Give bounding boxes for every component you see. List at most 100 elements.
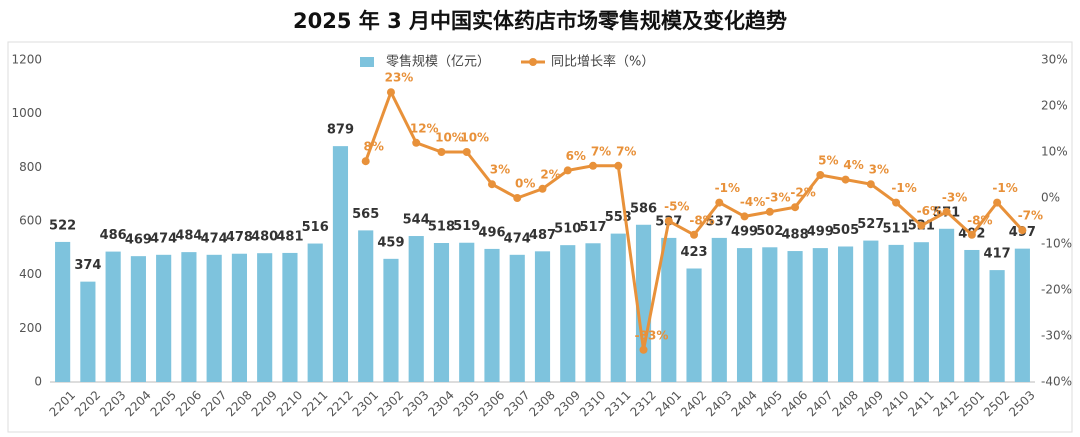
line-label: -1% [715, 181, 740, 195]
x-tick-label: 2212 [324, 388, 355, 419]
bar-label: 488 [781, 228, 808, 243]
bar [686, 268, 702, 382]
line-label: -6% [917, 204, 942, 218]
line-label: 5% [818, 154, 838, 168]
line-label: 7% [616, 144, 636, 158]
bar-label: 553 [605, 210, 632, 225]
x-tick-label: 2408 [829, 388, 860, 419]
bar [661, 237, 677, 382]
x-tick-label: 2411 [905, 388, 936, 419]
line-label: 12% [410, 121, 439, 135]
x-tick-label: 2208 [223, 388, 254, 419]
y2-tick-label: 20% [1041, 99, 1068, 113]
legend-swatch [360, 57, 374, 67]
line-point [690, 230, 699, 239]
y-tick-label: 0 [34, 375, 42, 389]
line-point [866, 180, 875, 189]
bar-label: 484 [175, 229, 202, 244]
bar-label: 527 [857, 217, 884, 232]
bar [787, 251, 803, 382]
x-tick-label: 2401 [653, 388, 684, 419]
line-label: -8% [689, 213, 714, 227]
y2-tick-label: 30% [1041, 53, 1068, 67]
y-tick-label: 200 [19, 321, 42, 335]
bar [711, 237, 727, 382]
x-tick-label: 2307 [501, 388, 532, 419]
y-tick-label: 400 [19, 267, 42, 281]
line-label: 3% [490, 163, 510, 177]
frame [7, 41, 1073, 433]
line-label: 4% [843, 158, 863, 172]
y-tick-label: 800 [19, 160, 42, 174]
bar-label: 417 [984, 247, 1011, 262]
line-point [967, 230, 976, 239]
bar-label: 586 [630, 201, 657, 216]
bar [736, 248, 753, 382]
bar [838, 246, 854, 382]
line-label: 7% [591, 144, 611, 158]
bar [1014, 248, 1030, 382]
line-point [765, 207, 774, 216]
bar-label: 518 [428, 220, 455, 235]
bar-label: 517 [579, 220, 606, 235]
bar-label: 486 [100, 228, 127, 243]
x-tick-label: 2402 [678, 388, 709, 419]
line-label: -1% [992, 181, 1017, 195]
line-point [462, 148, 471, 156]
bar [939, 228, 955, 382]
bar [913, 242, 929, 382]
bar [231, 253, 247, 382]
bar-label: 478 [226, 230, 253, 245]
x-tick-label: 2311 [602, 388, 633, 419]
line-point [563, 166, 572, 175]
bar [408, 236, 424, 382]
line-point [715, 198, 724, 207]
x-tick-label: 2412 [930, 388, 961, 419]
line-label: 6% [566, 149, 586, 163]
y2-tick-label: -20% [1041, 283, 1072, 297]
bar-label: 481 [276, 229, 303, 244]
legend-label: 同比增长率（%） [551, 54, 654, 70]
line-point [791, 203, 800, 212]
x-tick-label: 2303 [400, 388, 431, 419]
line-point [942, 207, 951, 216]
line-label: -3% [942, 190, 967, 204]
legend-label: 零售规模（亿元） [386, 54, 490, 70]
bar-label: 544 [403, 213, 430, 228]
x-tick-label: 2502 [981, 388, 1012, 419]
line-label: 2% [540, 167, 560, 181]
bar [80, 281, 96, 382]
line-point [892, 198, 901, 207]
y-tick-label: 1000 [11, 106, 42, 120]
x-tick-label: 2403 [703, 388, 734, 419]
x-tick-label: 2201 [47, 388, 78, 419]
line-point [412, 138, 421, 147]
line-point [487, 180, 496, 189]
line-label: 10% [435, 131, 464, 145]
bar-label: 511 [883, 221, 910, 236]
bar [635, 224, 652, 382]
x-tick-label: 2310 [577, 388, 608, 419]
x-tick-label: 2305 [451, 388, 482, 419]
line-point [538, 184, 547, 193]
x-tick-label: 2404 [728, 388, 759, 419]
bar-label: 469 [125, 233, 152, 248]
bar-label: 487 [529, 228, 556, 243]
x-tick-label: 2406 [779, 388, 810, 419]
line-point [917, 221, 926, 230]
x-tick-label: 2205 [148, 388, 179, 419]
bar [964, 249, 980, 382]
x-tick-label: 2312 [627, 388, 658, 419]
y2-tick-label: 0% [1041, 191, 1060, 205]
line-point [740, 212, 749, 221]
bar-label: 374 [74, 258, 101, 273]
x-tick-label: 2410 [880, 388, 911, 419]
x-tick-label: 2209 [249, 388, 280, 419]
bar [610, 233, 626, 382]
bar-label: 502 [756, 224, 783, 239]
line-point [841, 175, 850, 184]
bar-label: 499 [731, 225, 758, 240]
line-label: 3% [869, 163, 889, 177]
bar [307, 243, 323, 382]
y2-tick-label: -30% [1041, 329, 1072, 343]
